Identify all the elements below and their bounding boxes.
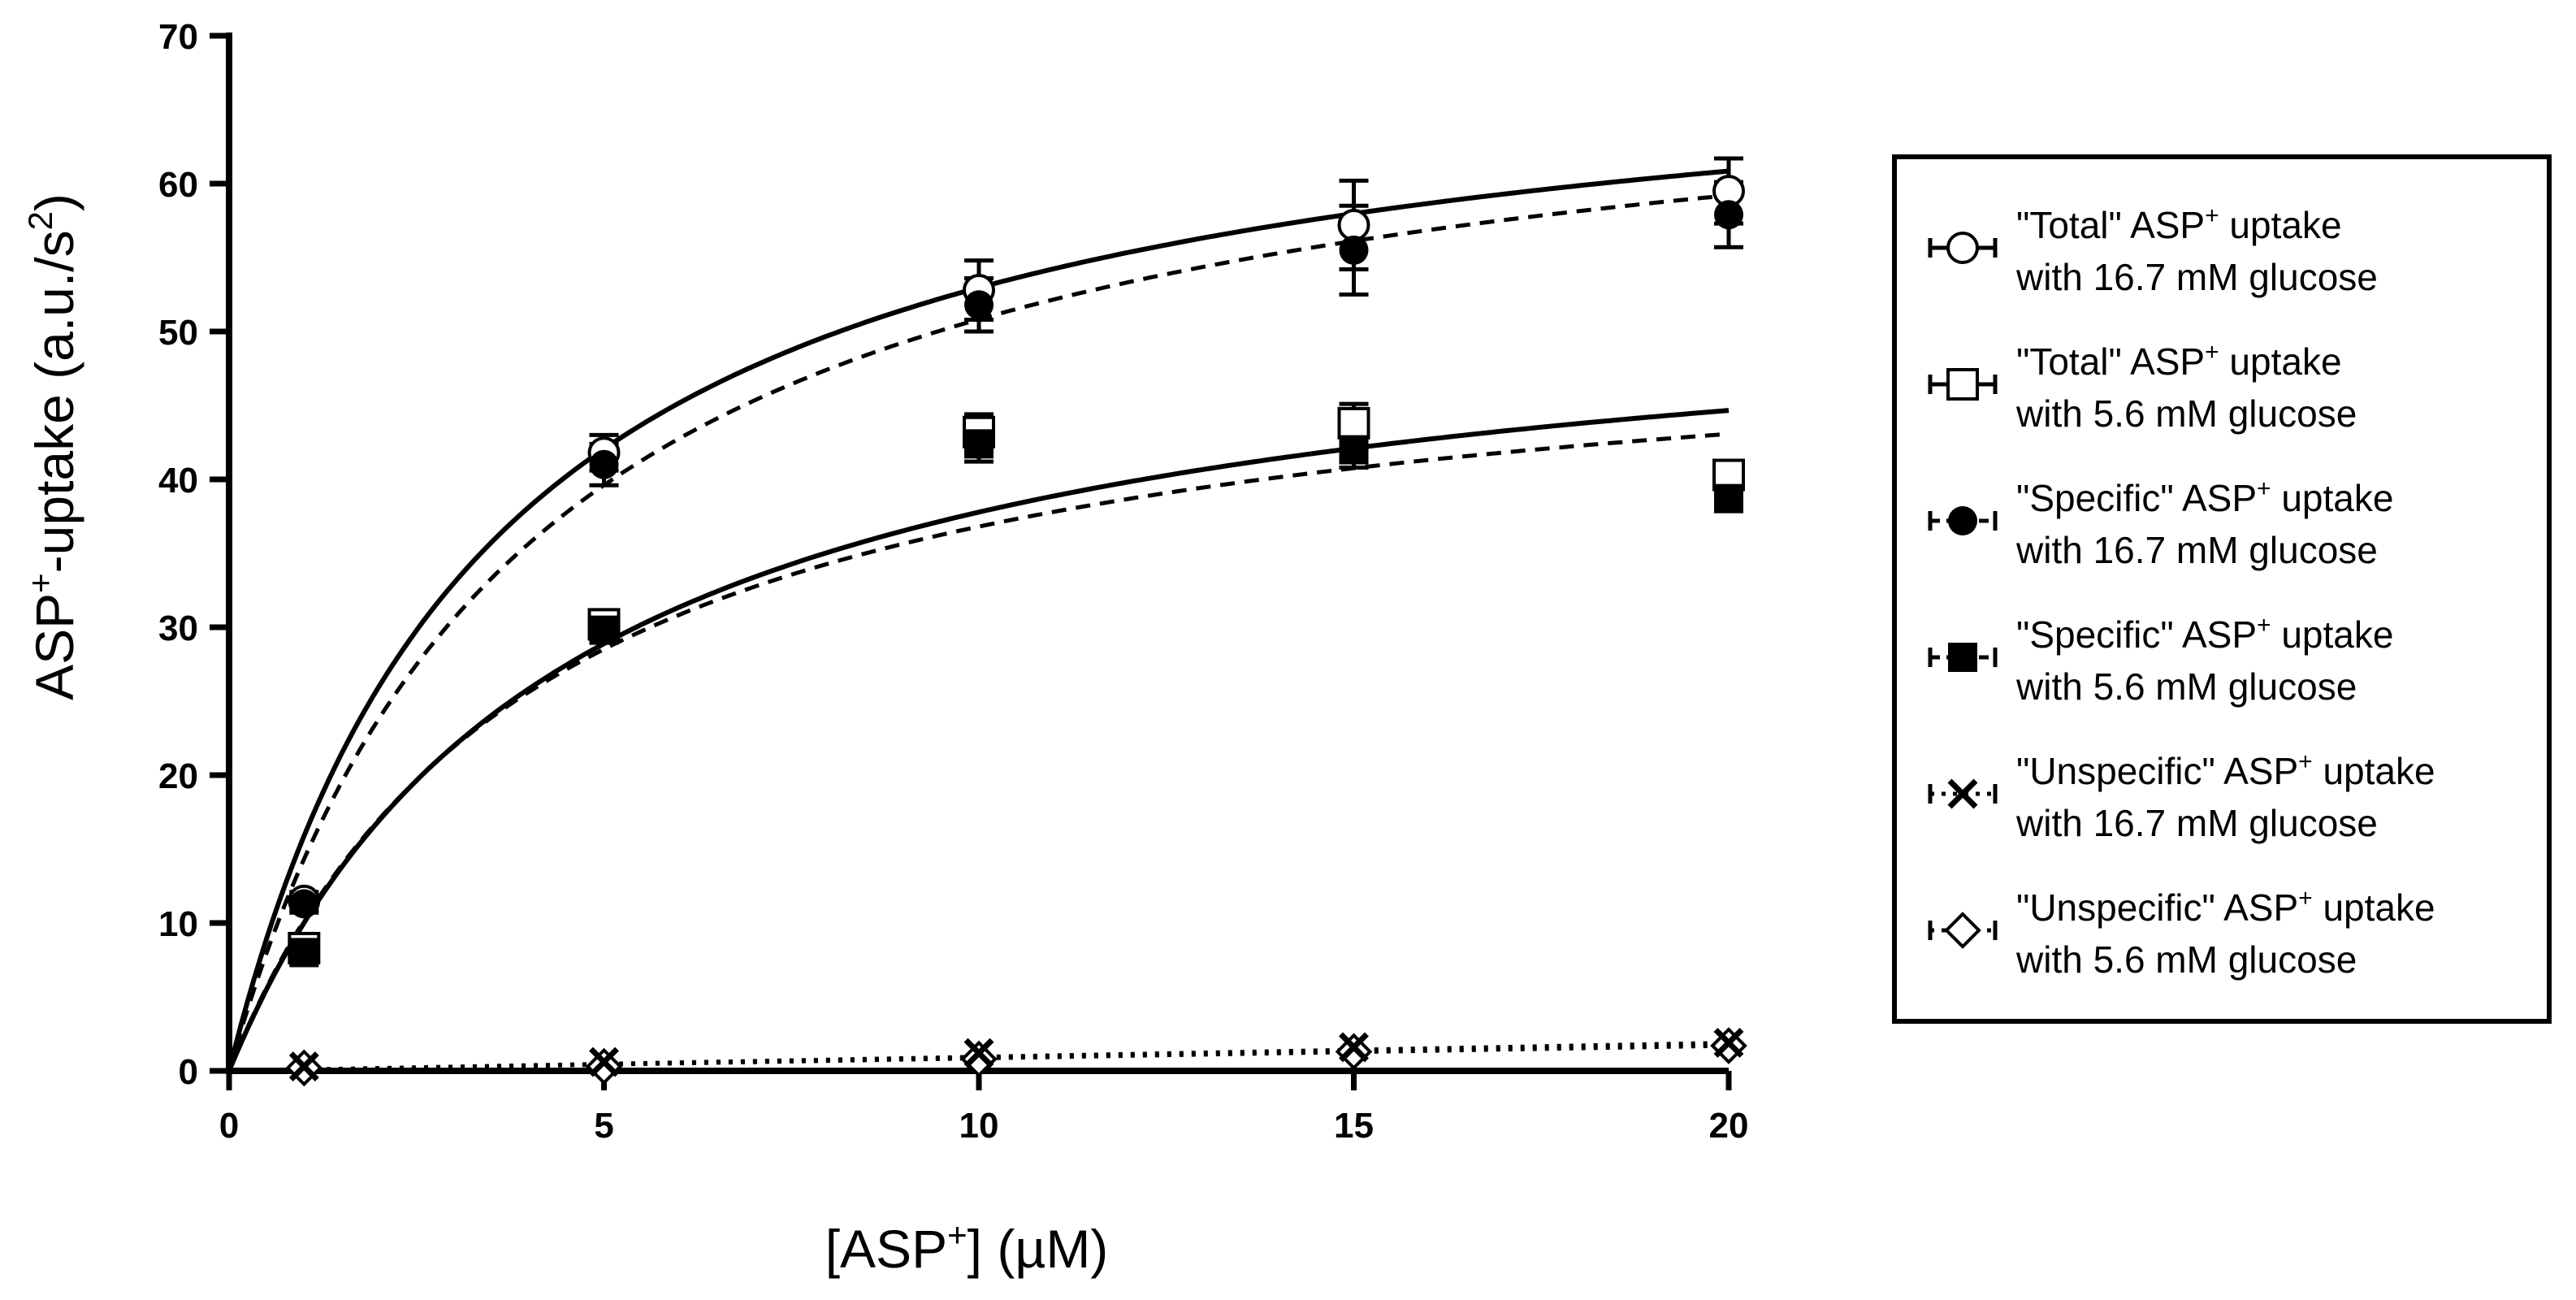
series-2-point bbox=[1339, 235, 1369, 265]
legend-label-pre: "Specific" ASP bbox=[2016, 477, 2257, 519]
legend-label-sup: + bbox=[2205, 339, 2219, 366]
legend-marker bbox=[1944, 912, 1981, 949]
legend-label-line1: "Total" ASP+ uptake bbox=[2016, 202, 2342, 246]
y-tick-label: 20 bbox=[158, 756, 198, 796]
legend-label-sup: + bbox=[2205, 202, 2219, 229]
series-1-point bbox=[1337, 406, 1370, 440]
y-axis-title-pre: ASP bbox=[24, 593, 84, 700]
legend-label-line2: with 16.7 mM glucose bbox=[2015, 256, 2378, 298]
series-1-fit-curve bbox=[227, 408, 1730, 1072]
series-3-point bbox=[1714, 483, 1743, 514]
legend-label-line1: "Specific" ASP+ uptake bbox=[2016, 475, 2393, 519]
legend-item-3: "Specific" ASP+ uptake with 5.6 mM glucos… bbox=[1928, 612, 2393, 708]
series-4-point bbox=[288, 1051, 319, 1082]
series-2-point bbox=[589, 449, 619, 479]
legend-label-line1: "Unspecific" ASP+ uptake bbox=[2016, 885, 2435, 929]
y-tick-label: 10 bbox=[158, 904, 198, 944]
svg-text:ASP+-uptake (a.u./s2): ASP+-uptake (a.u./s2) bbox=[21, 193, 84, 700]
legend-label-sup: + bbox=[2257, 475, 2271, 502]
legend-item-0: "Total" ASP+ uptake with 16.7 mM glucose bbox=[1928, 202, 2378, 298]
series-3-point bbox=[289, 938, 319, 968]
series-4-point bbox=[589, 1046, 619, 1077]
y-axis-title-sup2: 2 bbox=[21, 211, 59, 230]
legend-label-post: uptake bbox=[2313, 750, 2435, 792]
legend-label-line2: with 16.7 mM glucose bbox=[2015, 802, 2378, 844]
y-axis-title: ASP+-uptake (a.u./s2) bbox=[21, 193, 84, 700]
y-tick-label: 40 bbox=[158, 461, 198, 500]
x-tick-label: 15 bbox=[1334, 1106, 1374, 1146]
y-axis-title-sup: + bbox=[21, 573, 59, 593]
legend-label-pre: "Total" ASP bbox=[2016, 204, 2205, 246]
series-4-point bbox=[963, 1038, 994, 1068]
series-3-point bbox=[589, 615, 619, 645]
legend-label-post: uptake bbox=[2271, 477, 2394, 519]
legend-marker bbox=[1948, 506, 1977, 535]
series-2-point bbox=[1714, 200, 1743, 230]
legend-label-line1: "Specific" ASP+ uptake bbox=[2016, 612, 2393, 656]
plot-area: 0 5 10 15 20 0 10 20 30 40 50 60 70 bbox=[158, 17, 1748, 1146]
x-axis-title-post: ] (µM) bbox=[968, 1219, 1109, 1279]
series-5-point bbox=[1335, 1033, 1373, 1071]
legend-item-2: "Specific" ASP+ uptake with 16.7 mM gluco… bbox=[1928, 475, 2393, 571]
legend-item-5: "Unspecific" ASP+ uptake with 5.6 mM gluc… bbox=[1928, 885, 2435, 981]
legend-label-pre: "Total" ASP bbox=[2016, 340, 2205, 383]
legend-label-line1: "Total" ASP+ uptake bbox=[2016, 339, 2342, 383]
y-axis-title-mid: -uptake (a.u./s bbox=[24, 230, 84, 573]
x-tick-label: 20 bbox=[1709, 1106, 1749, 1146]
y-tick-label: 50 bbox=[158, 313, 198, 353]
legend-item-4: "Unspecific" ASP+ uptake with 16.7 mM glu… bbox=[1928, 748, 2435, 844]
legend-label-line2: with 5.6 mM glucose bbox=[2015, 938, 2357, 981]
series-0-point bbox=[1337, 208, 1370, 241]
y-axis-title-post: ) bbox=[24, 193, 84, 211]
legend-label-post: uptake bbox=[2219, 204, 2342, 246]
series-5-point bbox=[585, 1047, 623, 1086]
legend-label-line2: with 16.7 mM glucose bbox=[2015, 529, 2378, 571]
series-5-point bbox=[960, 1040, 998, 1078]
x-tick-label: 10 bbox=[959, 1106, 999, 1146]
legend-marker bbox=[1947, 778, 1978, 809]
legend-label-post: uptake bbox=[2313, 886, 2435, 929]
legend-box bbox=[1892, 154, 2552, 1024]
series-2-point bbox=[964, 290, 994, 320]
x-axis-title: [ASP+] (µM) bbox=[825, 1216, 1109, 1279]
series-4-point bbox=[1339, 1032, 1369, 1063]
series-4-point bbox=[1713, 1027, 1744, 1058]
legend-marker bbox=[1946, 368, 1979, 401]
x-axis-title-sup: + bbox=[947, 1216, 968, 1254]
legend-label-pre: "Specific" ASP bbox=[2016, 613, 2257, 656]
y-tick-label: 60 bbox=[158, 165, 198, 205]
legend-label-sup: + bbox=[2298, 885, 2313, 912]
x-axis-title-pre: [ASP bbox=[825, 1219, 947, 1279]
legend-marker bbox=[1948, 643, 1977, 672]
y-tick-label: 70 bbox=[158, 17, 198, 57]
series-3-fit-curve bbox=[227, 431, 1730, 1072]
series-3-point bbox=[1339, 435, 1369, 465]
legend-label-pre: "Unspecific" ASP bbox=[2016, 750, 2298, 792]
legend-label-line2: with 5.6 mM glucose bbox=[2015, 392, 2357, 435]
x-tick-label: 0 bbox=[219, 1106, 239, 1146]
x-tick-label: 5 bbox=[594, 1106, 613, 1146]
legend-label-sup: + bbox=[2257, 612, 2271, 639]
legend-label-post: uptake bbox=[2271, 613, 2394, 656]
legend-label-line1: "Unspecific" ASP+ uptake bbox=[2016, 748, 2435, 792]
legend-label-sup: + bbox=[2298, 748, 2313, 775]
legend-label-line2: with 5.6 mM glucose bbox=[2015, 665, 2357, 708]
y-tick-label: 30 bbox=[158, 609, 198, 648]
legend-marker bbox=[1946, 232, 1979, 264]
legend-label-post: uptake bbox=[2219, 340, 2342, 383]
series-2-point bbox=[289, 889, 319, 919]
legend-item-1: "Total" ASP+ uptake with 5.6 mM glucose bbox=[1928, 339, 2357, 435]
y-tick-label: 0 bbox=[179, 1052, 198, 1092]
legend-label-pre: "Unspecific" ASP bbox=[2016, 886, 2298, 929]
series-3-point bbox=[964, 429, 994, 459]
